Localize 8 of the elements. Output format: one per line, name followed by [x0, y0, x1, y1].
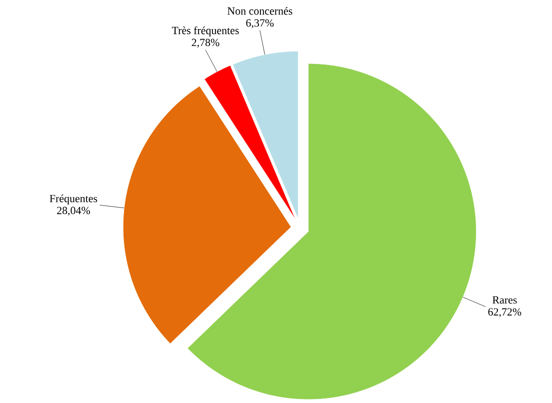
slice-label: Rares — [492, 296, 517, 304]
data-label: 6,37% — [246, 19, 274, 28]
slice-label: Non concernés — [228, 6, 292, 15]
slice-label: Très fréquentes — [172, 26, 239, 36]
data-label: 2,78% — [192, 38, 220, 48]
data-label: 62,72% — [488, 308, 522, 318]
data-label: 28,04% — [57, 206, 90, 216]
slice-label: Fréquentes — [50, 194, 98, 204]
